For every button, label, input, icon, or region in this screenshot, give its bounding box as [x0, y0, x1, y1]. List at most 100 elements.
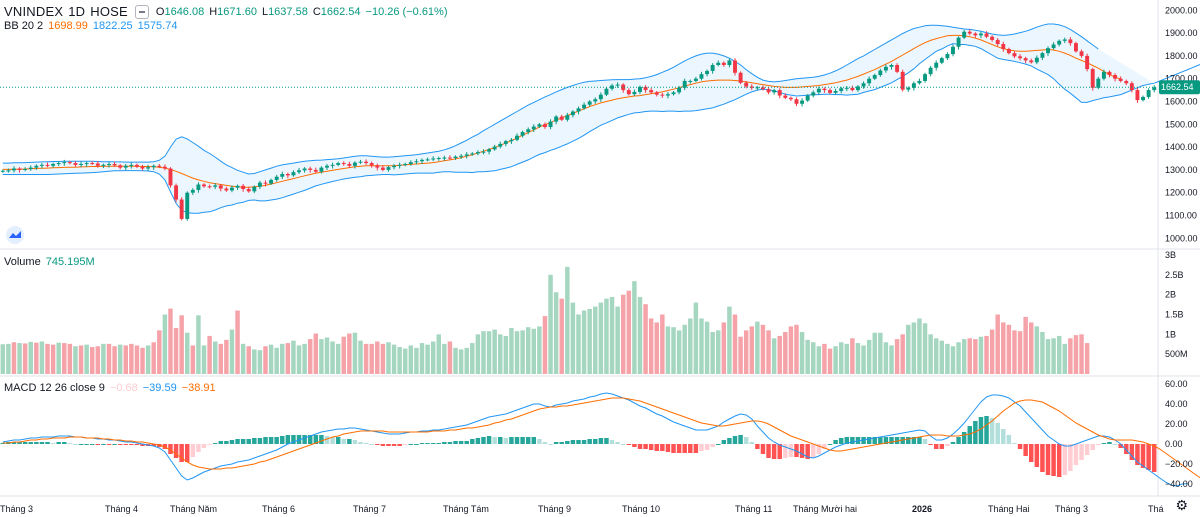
candle-body — [833, 90, 838, 93]
candle-body — [682, 80, 687, 88]
candle-body — [923, 74, 927, 81]
macd-histogram-bar — [906, 437, 911, 444]
candle-body — [794, 99, 799, 104]
macd-histogram-bar — [1001, 429, 1006, 444]
macd-histogram-bar — [1029, 444, 1034, 462]
symbol-name[interactable]: VNINDEX — [4, 4, 64, 19]
volume-bar — [514, 331, 520, 374]
volume-bar — [151, 342, 156, 374]
volume-bar — [503, 335, 509, 374]
volume-bar — [50, 344, 56, 374]
macd-histogram-bar — [369, 444, 374, 445]
price-axis-tick: 1400.00 — [1165, 142, 1198, 152]
volume-bar — [961, 339, 967, 374]
macd-histogram-bar — [565, 441, 570, 444]
macd-histogram-bar — [811, 444, 816, 458]
volume-bar — [660, 314, 665, 374]
candle-body — [492, 146, 497, 150]
macd-histogram-bar — [73, 444, 78, 445]
macd-histogram-bar — [1112, 444, 1118, 445]
macd-histogram-bar — [542, 442, 548, 444]
macd-histogram-bar — [335, 437, 341, 444]
volume-bar — [1029, 322, 1034, 374]
macd-histogram-bar — [1062, 444, 1068, 475]
macd-legend[interactable]: MACD 12 26 close 9 −0.68 −39.59 −38.91 — [4, 382, 216, 394]
volume-bar — [1023, 316, 1028, 374]
candle-body — [285, 173, 290, 176]
macd-histogram-bar — [1017, 444, 1023, 449]
candle-body — [39, 164, 44, 166]
macd-histogram-bar — [129, 444, 134, 445]
volume-bar — [492, 329, 497, 374]
macd-signal-value: −38.91 — [181, 382, 216, 394]
macd-histogram-bar — [760, 444, 766, 454]
volume-bar — [89, 347, 95, 374]
volume-bar — [240, 343, 246, 374]
candle-body — [123, 165, 128, 168]
candle-body — [895, 65, 900, 72]
volume-bar — [945, 343, 950, 374]
bb-legend[interactable]: BB 20 2 1698.99 1822.25 1575.74 — [4, 20, 177, 32]
candle-body — [990, 36, 995, 40]
macd-histogram-bar — [414, 444, 419, 445]
volume-bar — [537, 326, 542, 374]
macd-histogram-bar — [788, 444, 794, 457]
macd-histogram-bar — [525, 437, 531, 444]
macd-histogram-bar — [816, 444, 822, 454]
candle-body — [772, 90, 777, 93]
tradingview-logo-icon[interactable] — [6, 226, 24, 244]
candle-body — [358, 161, 363, 163]
candle-body — [984, 33, 989, 37]
ohlc-open: O1646.08 — [155, 5, 205, 18]
macd-histogram-bar — [838, 438, 844, 444]
macd-histogram-bar — [28, 442, 33, 444]
candle-body — [1079, 51, 1084, 56]
volume-bar — [1034, 326, 1040, 374]
candle-body — [531, 126, 536, 130]
volume-value: 745.195M — [45, 256, 95, 268]
candle-body — [487, 149, 492, 152]
volume-bar — [827, 348, 833, 374]
macd-histogram-bar — [682, 444, 687, 453]
volume-bar — [531, 328, 537, 374]
macd-histogram-bar — [984, 416, 989, 444]
macd-histogram-bar — [1118, 444, 1123, 448]
settings-gear-icon[interactable]: ⚙ — [1175, 497, 1188, 513]
candle-body — [79, 163, 84, 165]
macd-histogram-bar — [637, 444, 643, 449]
volume-axis-tick: 1B — [1165, 329, 1176, 339]
interval-label[interactable]: 1D — [68, 4, 86, 19]
bb-basis-value: 1698.99 — [48, 20, 88, 32]
candle-body — [705, 70, 710, 75]
candle-body — [1073, 43, 1078, 52]
macd-histogram-bar — [531, 437, 537, 444]
macd-histogram-bar — [889, 437, 894, 444]
candle-body — [649, 90, 654, 93]
macd-name: MACD 12 26 close 9 — [4, 382, 105, 394]
macd-histogram-bar — [352, 440, 358, 444]
candle-body — [263, 182, 268, 184]
candle-body — [235, 185, 240, 188]
volume-bar — [341, 336, 346, 374]
macd-histogram-bar — [481, 437, 486, 444]
volume-legend[interactable]: Volume 745.195M — [4, 256, 95, 268]
bb-upper-value: 1822.25 — [92, 20, 133, 32]
macd-histogram-bar — [179, 444, 184, 462]
volume-bar — [727, 306, 732, 374]
macd-histogram-bar — [1079, 444, 1084, 460]
volume-bar — [928, 334, 933, 374]
volume-bar — [218, 343, 224, 374]
volume-bar — [615, 306, 620, 374]
macd-histogram-bar — [470, 439, 475, 444]
volume-bar — [1040, 331, 1045, 374]
volume-bar — [593, 306, 598, 374]
collapse-legend-icon[interactable] — [134, 4, 149, 19]
candle-body — [878, 70, 883, 76]
volume-bar — [939, 340, 945, 374]
bb-lower-value: 1575.74 — [137, 20, 178, 32]
macd-histogram-bar — [464, 441, 469, 444]
volume-bar — [481, 331, 486, 374]
volume-bar — [643, 304, 648, 374]
volume-bar — [978, 336, 984, 374]
